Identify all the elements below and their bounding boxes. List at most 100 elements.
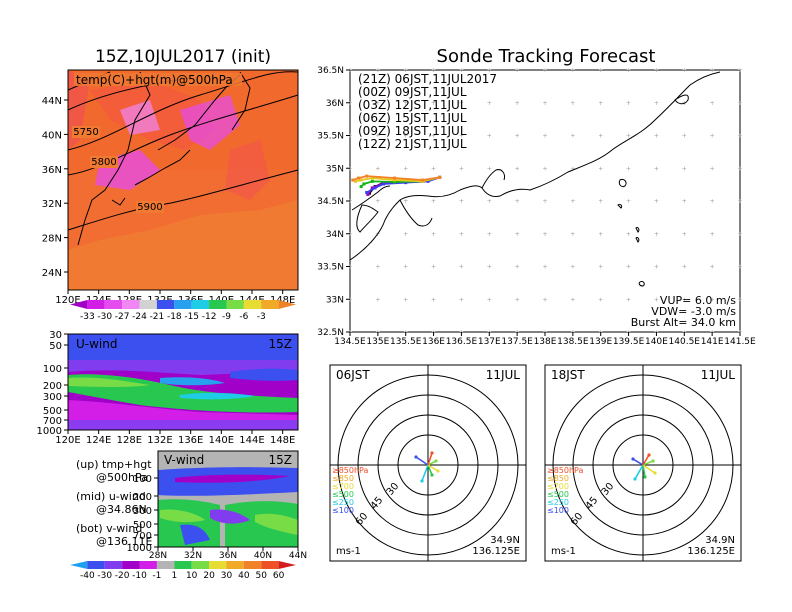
colorbar-top-swatch (139, 300, 157, 309)
track-xtick-label: 135E (366, 337, 389, 347)
grid-marker: + (626, 231, 631, 238)
grid-marker: + (459, 100, 464, 107)
colorbar-bottom: -40 -30 -20 -10 -1 1 10 20 30 40 50 60 (70, 561, 296, 581)
grid-marker: + (737, 100, 742, 107)
uwind-ytick-label: 200 (43, 381, 62, 392)
grid-marker: + (710, 231, 715, 238)
track-ytick-label: 35.5N (317, 132, 344, 142)
colorbar-top-label: -27 (115, 312, 130, 322)
temperature-map (67, 70, 299, 290)
grid-marker: + (403, 67, 408, 74)
colorbar-top-label: -3 (257, 312, 266, 322)
colorbar-top-swatch (104, 300, 123, 309)
left-map-ytick-label: 40N (42, 130, 62, 141)
track-xtick-label: 140.5E (669, 337, 701, 347)
grid-marker: + (682, 67, 687, 74)
uwind-label: U-wind (76, 337, 117, 351)
grid-marker: + (431, 296, 436, 303)
uwind-xtick-label: 144E (239, 435, 264, 446)
sonde-track-point (393, 180, 397, 184)
hodograph-level-label: ≤850 (332, 474, 354, 483)
grid-marker: + (598, 296, 603, 303)
sonde-track-point (370, 179, 374, 183)
colorbar-bottom-label: -20 (115, 571, 130, 581)
track-xtick-label: 136.5E (446, 337, 478, 347)
grid-marker: + (403, 165, 408, 172)
grid-marker: + (710, 100, 715, 107)
hodograph-wind-point (631, 457, 635, 461)
grid-marker: + (403, 231, 408, 238)
contour-labels: 5750 5800 5900 (72, 126, 164, 213)
grid-marker: + (487, 296, 492, 303)
grid-marker: + (431, 264, 436, 271)
left-map-title: 15Z,10JUL2017 (init) (95, 47, 271, 67)
grid-marker: + (515, 67, 520, 74)
hodograph-wind-point (633, 477, 637, 481)
grid-marker: + (515, 100, 520, 107)
grid-marker: + (403, 296, 408, 303)
track-xtick-label: 141E (701, 337, 724, 347)
colorbar-bottom-label: -1 (152, 571, 161, 581)
hodograph-wind-vector (427, 452, 433, 466)
track-xtick-label: 137E (478, 337, 501, 347)
track-xtick-label: 138E (534, 337, 557, 347)
hodograph-level-label: ≤500 (332, 490, 354, 499)
grid-marker: + (682, 264, 687, 271)
grid-marker: + (626, 264, 631, 271)
grid-marker: + (403, 198, 408, 205)
hodograph-wind-vector (642, 460, 654, 466)
colorbar-bottom-label: 10 (186, 571, 198, 581)
colorbar-top-swatch (261, 300, 279, 309)
grid-marker: + (487, 67, 492, 74)
grid-marker: + (431, 133, 436, 140)
main-title: Sonde Tracking Forecast (437, 46, 656, 67)
grid-marker: + (682, 296, 687, 303)
grid-marker: + (737, 67, 742, 74)
grid-marker: + (570, 231, 575, 238)
hodograph-wind-point (436, 469, 440, 473)
left-map-xtick-label: 120E (55, 295, 80, 306)
left-map-ytick-label: 36N (42, 165, 62, 176)
hodograph-level-label: ≤500 (547, 490, 569, 499)
left-map-xtick-label: 148E (270, 295, 295, 306)
contour-label: 5900 (137, 202, 162, 213)
grid-marker: + (682, 231, 687, 238)
grid-marker: + (459, 264, 464, 271)
grid-marker: + (710, 165, 715, 172)
sonde-track-point (370, 186, 374, 190)
hodograph-level-label: ≤250 (547, 498, 569, 507)
vdw-text: VDW= -3.0 m/s (651, 305, 736, 318)
hodograph-wind-point (430, 473, 434, 477)
sonde-track-point (370, 176, 374, 180)
grid-marker: + (570, 198, 575, 205)
grid-marker: + (375, 165, 380, 172)
colorbar-bottom-swatch (104, 561, 123, 569)
uwind-xtick-label: 136E (178, 435, 203, 446)
colorbar-bottom-label: 1 (171, 571, 177, 581)
track-legend-entry: (06Z) 15JST,11JUL (358, 111, 467, 125)
uwind-xtick-label: 124E (86, 435, 111, 446)
colorbar-bottom-label: 60 (273, 571, 285, 581)
grid-marker: + (654, 198, 659, 205)
vwind-xtick-label: 28N (149, 551, 167, 561)
colorbar-bottom-label: -30 (97, 571, 112, 581)
colorbar-bottom-swatch (191, 561, 210, 569)
track-ytick-label: 36.5N (317, 66, 344, 76)
grid-marker: + (570, 165, 575, 172)
track-legend-entry: (21Z) 06JST,11JUL2017 (358, 72, 497, 86)
track-legend-entry: (12Z) 21JST,11JUL (358, 137, 467, 151)
grid-marker: + (515, 296, 520, 303)
contour-label-bg (136, 201, 164, 213)
colorbar-top-label: -15 (184, 312, 199, 322)
track-legend-entry: (00Z) 09JST,11JUL (358, 85, 467, 99)
track-xtick-label: 136E (422, 337, 445, 347)
hodograph-wind-vector (632, 458, 644, 466)
grid-marker: + (710, 67, 715, 74)
grid-marker: + (375, 198, 380, 205)
colorbar-top-swatch (278, 300, 296, 309)
track-xtick-label: 137.5E (501, 337, 533, 347)
grid-marker: + (487, 100, 492, 107)
vwind-label: V-wind (164, 453, 204, 467)
